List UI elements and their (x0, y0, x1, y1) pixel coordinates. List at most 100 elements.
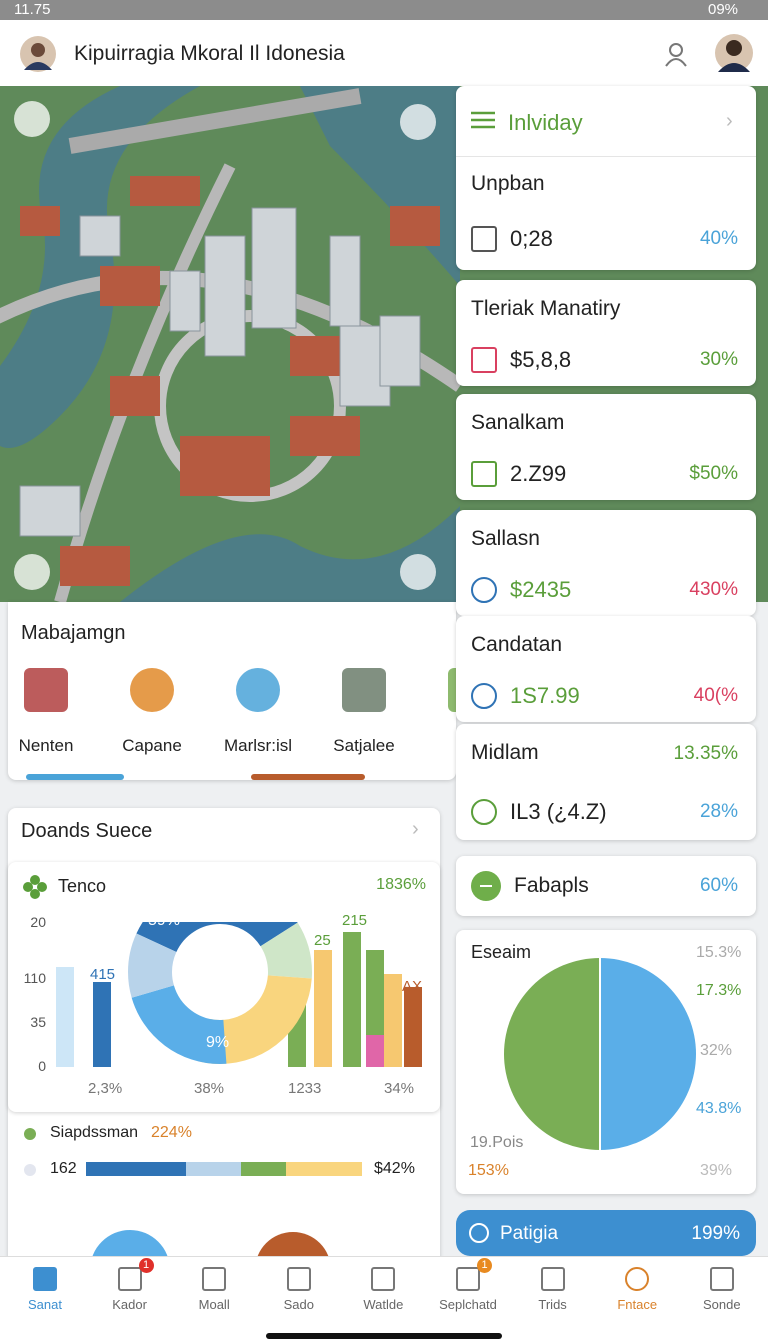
nav-icon (540, 1267, 565, 1291)
donut-label: 59% (148, 912, 181, 929)
row-value: 2.Z99 (510, 461, 567, 486)
bottom-nav: Sanat Kador Moall Sado Watlde Seplchatd Trids F… (0, 1256, 768, 1344)
app-header: Kipuirragia Mkoral Il Idonesia (0, 20, 768, 86)
donut-label: 9% (206, 1034, 230, 1051)
pie-label: 43.8% (696, 1100, 742, 1117)
action-button[interactable]: Patigia 199% (456, 1210, 756, 1256)
nav-item[interactable]: Seplchatd (426, 1257, 510, 1321)
y-label: 110 (23, 970, 46, 986)
x-label: 2,3% (88, 1080, 123, 1097)
row-icon (471, 461, 497, 487)
stat-card[interactable]: Sanalkam 2.Z99 $50% (456, 394, 756, 500)
chart-title: Tenco (58, 876, 107, 896)
pie-label: 39% (699, 1162, 732, 1179)
nav-item[interactable]: Trids (511, 1257, 595, 1321)
stats-title: Doands Suece (21, 820, 153, 842)
row-title: Tleriak Manatiry (471, 297, 621, 320)
row-icon (471, 347, 497, 373)
stat-card[interactable]: Sallasn $2435 430% (456, 510, 756, 616)
nav-icon (709, 1267, 734, 1291)
nav-label: Watlde (363, 1297, 404, 1312)
extra-title: Fabapls (514, 874, 589, 897)
user-avatar[interactable] (715, 34, 753, 72)
row-change: 30% (699, 349, 738, 370)
tool-icon[interactable] (24, 668, 68, 712)
nav-item[interactable]: Moall (172, 1257, 256, 1321)
progress-label: 162 (50, 1160, 77, 1177)
row-title: Candatan (471, 633, 563, 656)
nav-item[interactable]: Sanat (3, 1257, 87, 1321)
nav-icon (33, 1267, 57, 1291)
nav-label: Seplchatd (439, 1297, 497, 1312)
pie (504, 958, 696, 1150)
progress-value: $42% (374, 1160, 415, 1177)
stats-card: Doands Suece › Tenco 1836% 20 110 35 0 415 25… (8, 808, 440, 1268)
bar-label: 415 (90, 966, 116, 983)
stat-card[interactable]: Candatan 1S7.99 40(% (456, 616, 756, 722)
nav-label: Trids (538, 1297, 567, 1312)
row-change: 430% (689, 579, 738, 600)
tool-icon[interactable] (342, 668, 386, 712)
row-value: IL3 (¿4.Z) (510, 799, 607, 824)
badge: 1 (477, 1258, 492, 1273)
stat-card[interactable]: Tleriak Manatiry $5,8,8 30% (456, 280, 756, 386)
y-label: 20 (30, 914, 46, 930)
nav-item[interactable]: Sado (257, 1257, 341, 1321)
menu-icon[interactable] (470, 110, 496, 130)
nav-icon (625, 1267, 650, 1291)
nav-label: Kador (112, 1297, 147, 1312)
action-label: Patigia (500, 1223, 559, 1244)
bar-label: 25 (314, 932, 331, 949)
bar-label: AX (402, 978, 423, 995)
tool-label: Satjalee (333, 736, 395, 755)
y-label: 35 (30, 1014, 46, 1030)
nav-item[interactable]: Sonde (680, 1257, 764, 1321)
x-label: 1233 (288, 1080, 322, 1097)
battery: 09% (708, 1, 739, 18)
nav-icon (456, 1267, 480, 1291)
extra-icon (471, 871, 501, 901)
pie-label: 32% (699, 1042, 732, 1059)
x-label: 34% (384, 1080, 415, 1097)
time: 11.75 (14, 1, 51, 18)
logo-avatar (20, 36, 56, 72)
tool-icon[interactable] (236, 668, 280, 712)
tool-label: Marlsr:isl (224, 736, 292, 755)
row-value: $2435 (510, 577, 572, 602)
app-title: Kipuirragia Mkoral Il Idonesia (74, 42, 345, 65)
row-value: 1S7.99 (510, 683, 580, 708)
bar-label: 215 (342, 912, 368, 929)
nav-label: Sado (283, 1297, 314, 1312)
status-bar: 11.75 09% (0, 0, 768, 20)
row-title: Midlam (471, 741, 539, 764)
nav-icon (286, 1267, 311, 1291)
action-value: 199% (691, 1223, 740, 1244)
row-title: Unpban (471, 172, 545, 195)
row-value: $5,8,8 (510, 347, 572, 372)
profile-button[interactable] (662, 40, 690, 68)
legend-value: 224% (151, 1124, 192, 1141)
extra-card[interactable]: Fabapls 60% (456, 856, 756, 916)
tool-label: Nenten (18, 736, 74, 755)
row-icon (471, 577, 497, 603)
badge: 1 (138, 1258, 154, 1273)
pie-label: 17.3% (696, 982, 742, 999)
row-change: 28% (699, 801, 738, 822)
summary-row[interactable]: Unpban 0;28 40% (456, 150, 756, 270)
pie-title: Eseaim (471, 942, 532, 962)
nav-item[interactable]: Kador (88, 1257, 172, 1321)
row-note: 13.35% (673, 743, 738, 764)
nav-item[interactable]: Fntace (595, 1257, 679, 1321)
nav-icon (371, 1267, 396, 1291)
legend-name: Siapdssman (50, 1124, 139, 1141)
chart-total: 1836% (376, 876, 426, 893)
row-change: $50% (689, 463, 738, 484)
pie-label: 153% (468, 1162, 509, 1179)
tool-icon[interactable] (130, 668, 174, 712)
stat-card[interactable]: Midlam 13.35% IL3 (¿4.Z) 28% (456, 724, 756, 840)
nav-icon (117, 1267, 142, 1291)
nav-item[interactable]: Watlde (341, 1257, 425, 1321)
nav-label: Sanat (28, 1297, 62, 1312)
